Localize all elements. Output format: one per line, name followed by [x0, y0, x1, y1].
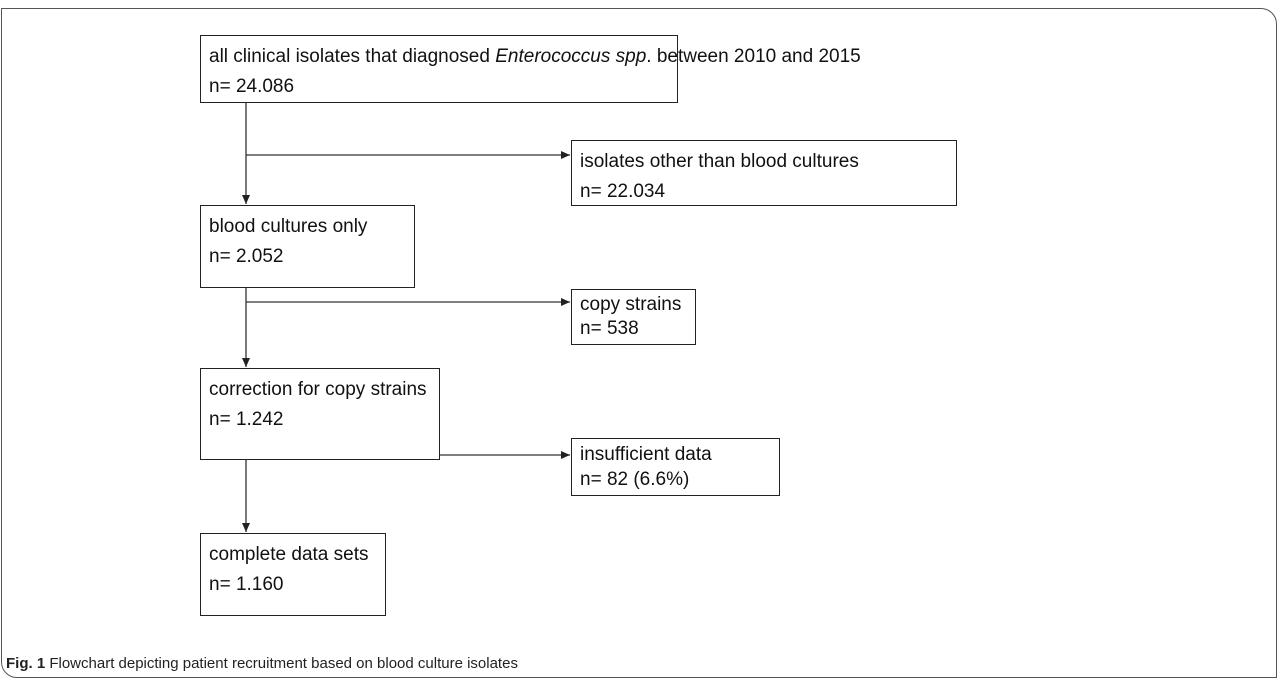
box-count: n= 1.242 [209, 409, 284, 430]
flow-box: isolates other than blood cultures n= 22… [571, 140, 957, 206]
flow-box: copy strains n= 538 [571, 289, 696, 345]
box-count: n= 2.052 [209, 246, 284, 267]
caption-label: Fig. 1 [6, 655, 46, 672]
flow-box: complete data sets n= 1.160 [200, 533, 386, 616]
box-label: all clinical isolates that diagnosed [209, 46, 496, 67]
box-count: n= 22.034 [580, 181, 666, 202]
box-label: complete data sets [209, 544, 369, 565]
box-count: n= 1.160 [209, 574, 284, 595]
box-label-italic: Enterococcus spp [495, 46, 647, 67]
flow-box: all clinical isolates that diagnosed Ent… [200, 35, 861, 103]
box-label: blood cultures only [209, 216, 368, 237]
box-label: isolates other than blood cultures [580, 151, 859, 172]
flow-box: correction for copy strains n= 1.242 [200, 368, 440, 460]
flow-box: blood cultures only n= 2.052 [200, 205, 415, 288]
box-count: n= 82 (6.6%) [580, 469, 690, 490]
figure-caption: Fig. 1 Flowchart depicting patient recru… [6, 655, 518, 672]
box-count: n= 24.086 [209, 76, 295, 97]
box-label: insufficient data [580, 444, 712, 465]
box-count: n= 538 [580, 318, 639, 339]
flow-box: insufficient data n= 82 (6.6%) [571, 438, 780, 496]
box-label: correction for copy strains [209, 379, 427, 400]
box-label: copy strains [580, 294, 682, 315]
box-label: . between 2010 and 2015 [646, 46, 861, 67]
caption-text: Flowchart depicting patient recruitment … [49, 655, 518, 672]
figure-frame [1, 8, 1277, 678]
